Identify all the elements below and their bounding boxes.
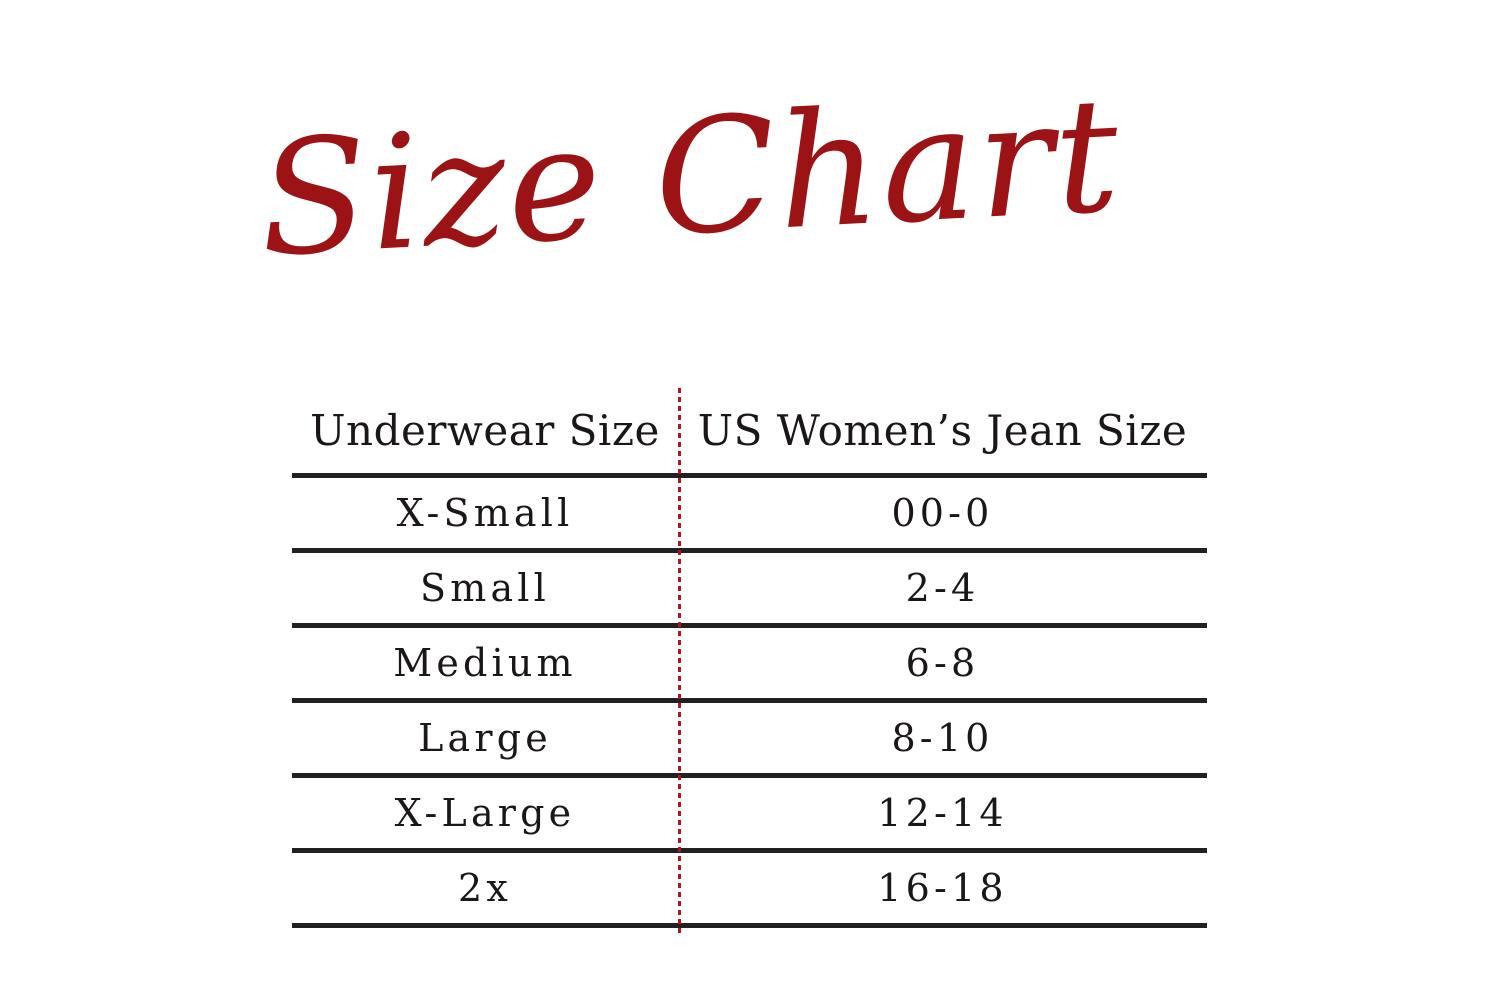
table-row: X-Large 12-14 [292, 778, 1207, 853]
underwear-size-cell: 2x [458, 866, 512, 910]
jean-size-cell: 6-8 [905, 641, 980, 685]
jean-size-cell: 12-14 [877, 791, 1008, 835]
jean-size-cell: 8-10 [891, 716, 994, 760]
underwear-size-cell: Medium [393, 641, 577, 685]
table-row: Small 2-4 [292, 553, 1207, 628]
underwear-size-cell: Small [420, 566, 550, 610]
underwear-size-cell: X-Small [396, 491, 574, 535]
table-row: Medium 6-8 [292, 628, 1207, 703]
table-row: Large 8-10 [292, 703, 1207, 778]
column-header-underwear-size: Underwear Size [310, 405, 660, 455]
underwear-size-cell: Large [418, 716, 552, 760]
table-row: 2x 16-18 [292, 853, 1207, 928]
table-header-row: Underwear Size US Women’s Jean Size [292, 388, 1207, 478]
underwear-size-cell: X-Large [394, 791, 576, 835]
jean-size-cell: 2-4 [905, 566, 980, 610]
jean-size-cell: 00-0 [891, 491, 994, 535]
column-header-jean-size: US Women’s Jean Size [697, 405, 1188, 455]
column-divider-dotted-line [678, 388, 681, 934]
jean-size-cell: 16-18 [877, 866, 1008, 910]
table-row: X-Small 00-0 [292, 478, 1207, 553]
page-title: Size Chart [254, 63, 1125, 293]
size-chart-table: Underwear Size US Women’s Jean Size X-Sm… [292, 388, 1207, 934]
